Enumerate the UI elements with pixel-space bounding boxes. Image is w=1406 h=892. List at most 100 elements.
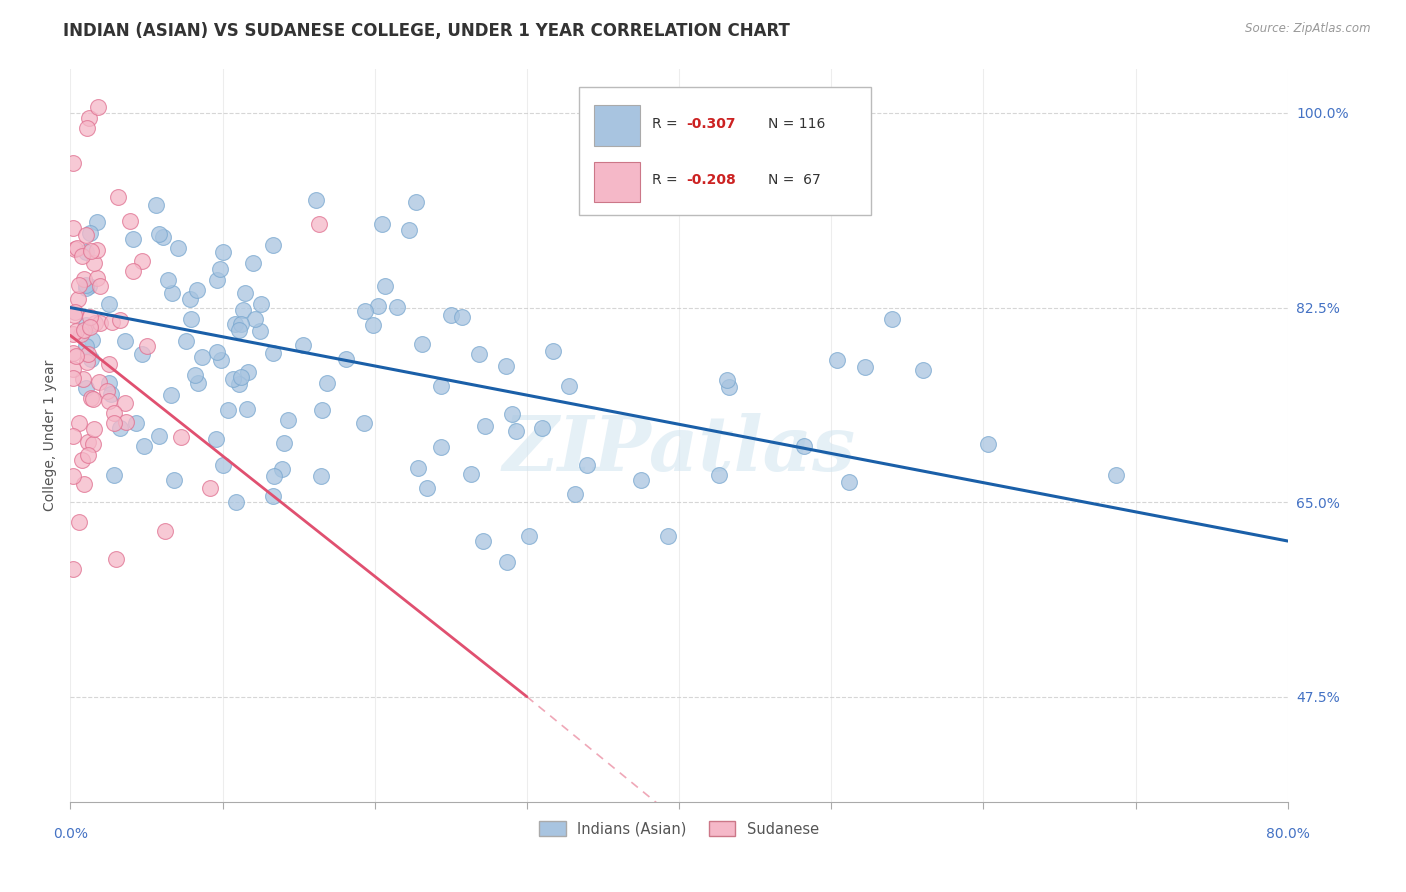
Point xyxy=(75,227,97,242)
Point xyxy=(80,391,103,405)
Text: -0.208: -0.208 xyxy=(686,173,737,187)
Point xyxy=(262,346,284,360)
Point xyxy=(98,357,121,371)
Point xyxy=(62,156,84,170)
Point xyxy=(75,318,97,332)
Y-axis label: College, Under 1 year: College, Under 1 year xyxy=(44,359,58,511)
Point xyxy=(96,384,118,398)
Point xyxy=(122,264,145,278)
Point xyxy=(335,352,357,367)
Point xyxy=(166,241,188,255)
Point xyxy=(76,121,98,136)
Point xyxy=(89,316,111,330)
Point xyxy=(416,481,439,495)
Text: N = 116: N = 116 xyxy=(768,117,825,130)
Text: R =: R = xyxy=(652,117,682,130)
Point xyxy=(190,350,212,364)
Point xyxy=(211,458,233,472)
Point xyxy=(75,381,97,395)
Point xyxy=(135,339,157,353)
Point xyxy=(125,416,148,430)
Point xyxy=(107,190,129,204)
Point xyxy=(450,310,472,324)
Point xyxy=(75,339,97,353)
Point xyxy=(495,359,517,373)
Point xyxy=(361,318,384,332)
Point xyxy=(79,310,101,325)
Point xyxy=(86,243,108,257)
Point xyxy=(825,352,848,367)
Point xyxy=(76,355,98,369)
Point xyxy=(66,241,89,255)
Text: ZIPatlas: ZIPatlas xyxy=(502,413,856,487)
Text: INDIAN (ASIAN) VS SUDANESE COLLEGE, UNDER 1 YEAR CORRELATION CHART: INDIAN (ASIAN) VS SUDANESE COLLEGE, UNDE… xyxy=(63,22,790,40)
Point xyxy=(273,436,295,450)
Text: Source: ZipAtlas.com: Source: ZipAtlas.com xyxy=(1246,22,1371,36)
Point xyxy=(115,415,138,429)
Point xyxy=(205,273,228,287)
Point xyxy=(228,377,250,392)
Point xyxy=(73,476,96,491)
Point xyxy=(80,333,103,347)
Point xyxy=(263,469,285,483)
Point xyxy=(277,413,299,427)
Point xyxy=(114,396,136,410)
Point xyxy=(271,461,294,475)
Point xyxy=(630,473,652,487)
Point xyxy=(86,271,108,285)
Text: 0.0%: 0.0% xyxy=(53,827,87,841)
Point xyxy=(62,361,84,376)
Point xyxy=(385,300,408,314)
FancyBboxPatch shape xyxy=(593,161,640,202)
Point xyxy=(174,334,197,348)
Point xyxy=(65,324,87,338)
Point xyxy=(76,434,98,449)
Point xyxy=(398,222,420,236)
Point xyxy=(205,344,228,359)
Point xyxy=(101,315,124,329)
Point xyxy=(430,379,453,393)
Text: 80.0%: 80.0% xyxy=(1265,827,1310,841)
Point xyxy=(63,308,86,322)
Point xyxy=(131,347,153,361)
Point xyxy=(73,323,96,337)
Point xyxy=(198,481,221,495)
Point xyxy=(838,475,860,489)
Point xyxy=(77,347,100,361)
Point xyxy=(62,468,84,483)
Point xyxy=(186,284,208,298)
Point xyxy=(65,349,87,363)
Text: -0.307: -0.307 xyxy=(686,117,735,130)
Point xyxy=(911,363,934,377)
Point xyxy=(292,338,315,352)
Point xyxy=(83,422,105,436)
Point xyxy=(73,272,96,286)
Point xyxy=(83,255,105,269)
Point xyxy=(70,453,93,467)
Point xyxy=(131,253,153,268)
Point xyxy=(429,440,451,454)
Legend: Indians (Asian), Sudanese: Indians (Asian), Sudanese xyxy=(534,815,824,843)
Point xyxy=(501,407,523,421)
Point xyxy=(309,469,332,483)
Point xyxy=(405,194,427,209)
Point xyxy=(82,437,104,451)
Point xyxy=(353,304,375,318)
Point xyxy=(519,529,541,543)
Point xyxy=(77,448,100,462)
Point xyxy=(468,347,491,361)
Point xyxy=(249,324,271,338)
Point xyxy=(305,193,328,207)
Point xyxy=(315,376,337,391)
Point xyxy=(224,317,246,331)
Point xyxy=(564,486,586,500)
Point xyxy=(228,323,250,337)
Point xyxy=(205,432,228,446)
Point xyxy=(148,429,170,443)
Point xyxy=(853,360,876,375)
Point xyxy=(505,425,527,439)
Point xyxy=(179,293,201,307)
Point xyxy=(160,285,183,300)
Point xyxy=(657,529,679,543)
FancyBboxPatch shape xyxy=(579,87,872,215)
